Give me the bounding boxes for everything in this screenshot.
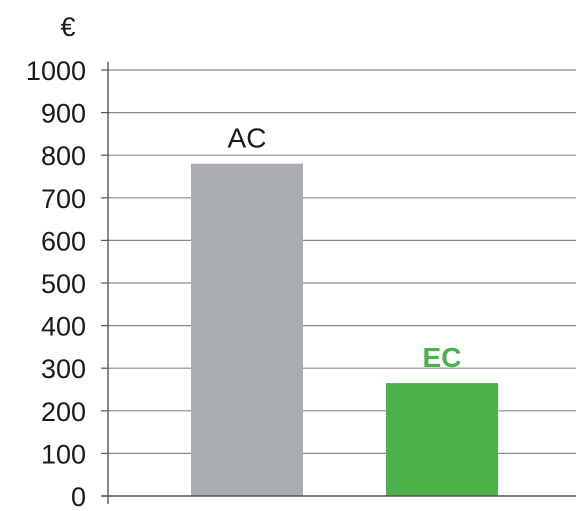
y-tick-label: 200 [41, 397, 86, 427]
bar-ec [386, 383, 498, 496]
bar-ac [191, 163, 303, 496]
gridlines [108, 69, 576, 454]
y-tick-label: 300 [41, 354, 86, 384]
y-tick-label: 0 [71, 482, 86, 511]
bar-labels: AC EC [228, 123, 462, 373]
y-tick-label: 800 [41, 141, 86, 171]
y-axis-tick-labels: 0 100 200 300 400 500 600 700 800 900 1000 [26, 56, 86, 511]
y-tick-label: 900 [41, 99, 86, 129]
y-tick-label: 1000 [26, 56, 86, 86]
y-axis-unit-label: € [60, 12, 75, 42]
bar-label-ac: AC [228, 123, 267, 154]
bar-label-ec: EC [423, 342, 462, 373]
axes [101, 62, 576, 504]
y-tick-label: 500 [41, 269, 86, 299]
y-tick-label: 700 [41, 184, 86, 214]
y-tick-label: 100 [41, 439, 86, 469]
y-tick-label: 400 [41, 312, 86, 342]
bars [191, 163, 498, 496]
y-tick-label: 600 [41, 226, 86, 256]
